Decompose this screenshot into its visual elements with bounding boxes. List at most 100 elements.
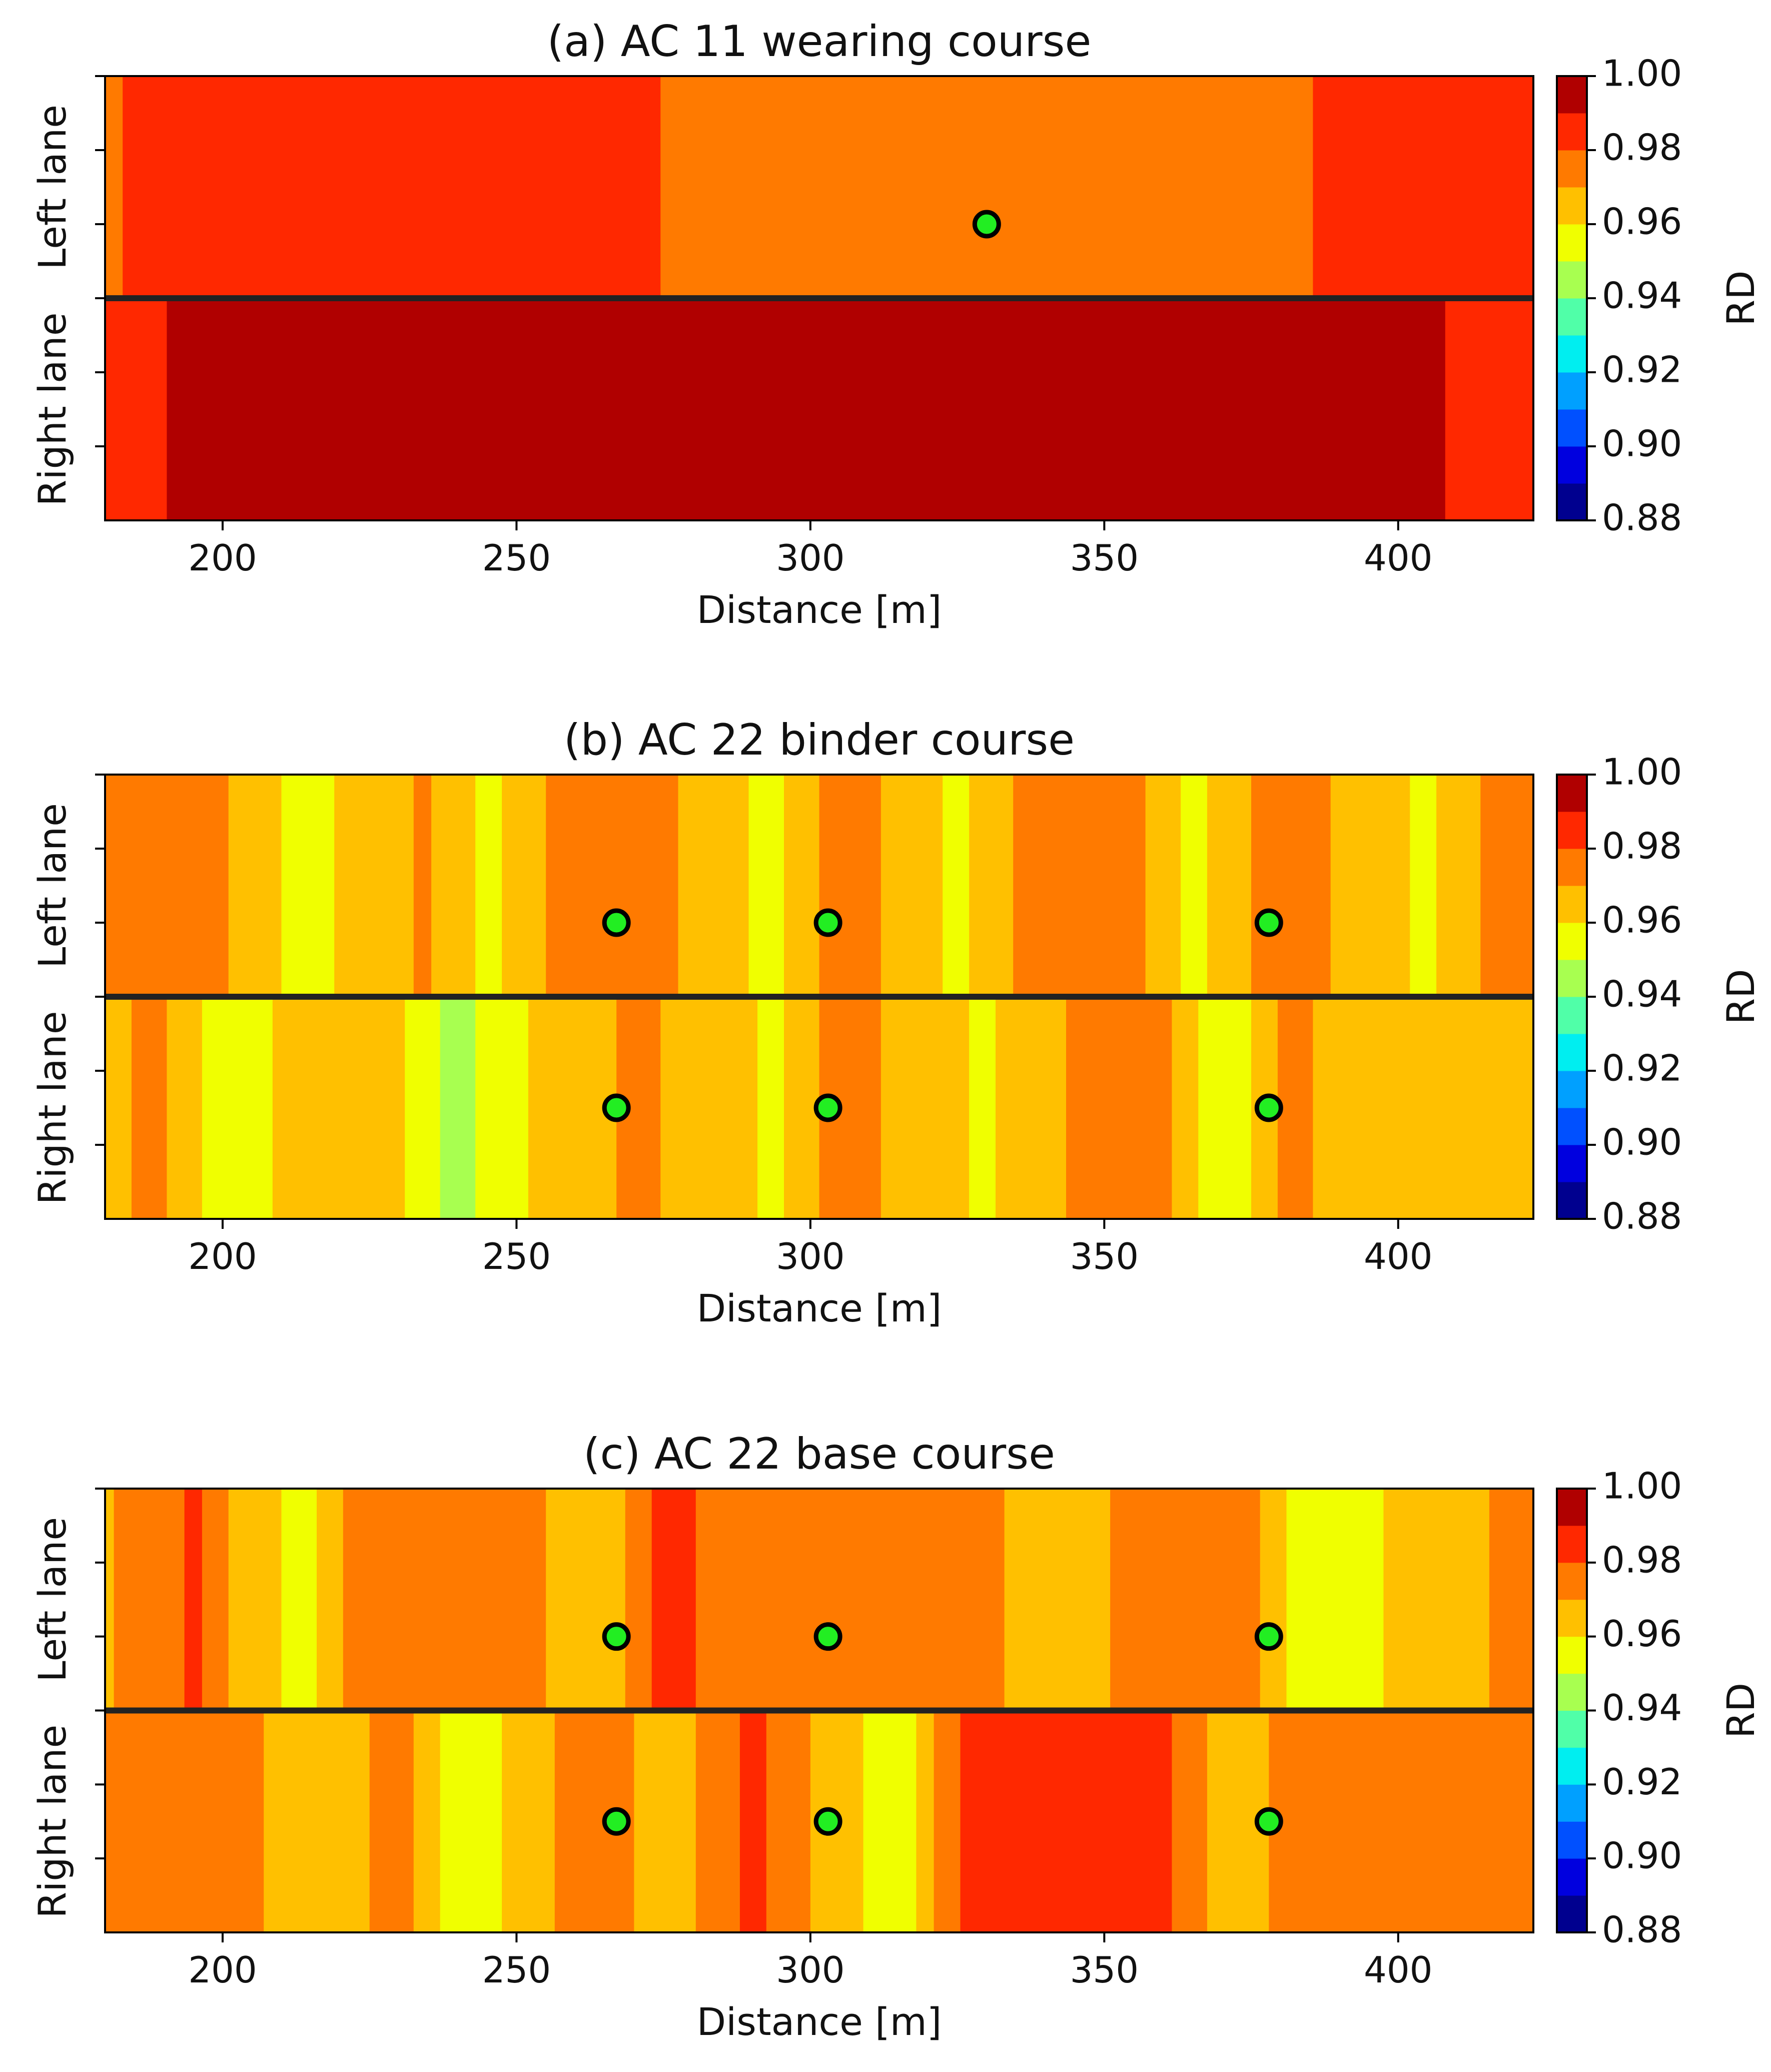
contour-strip	[1339, 775, 1349, 997]
contour-strip	[899, 298, 908, 520]
colorbar-tick-label: 0.98	[1602, 825, 1682, 867]
contour-strip	[934, 76, 943, 298]
contour-strip	[607, 76, 617, 298]
contour-strip	[176, 298, 185, 520]
contour-strip	[1198, 775, 1208, 997]
contour-strip	[228, 1710, 238, 1932]
contour-strip	[308, 775, 317, 997]
contour-strip	[1374, 775, 1384, 997]
contour-field	[105, 1489, 1534, 1932]
contour-strip	[1145, 997, 1155, 1219]
colorbar-swatch	[1557, 298, 1587, 336]
contour-strip	[899, 997, 908, 1219]
contour-strip	[748, 1489, 758, 1711]
contour-strip	[281, 1489, 291, 1711]
contour-strip	[775, 1710, 784, 1932]
contour-strip	[784, 76, 793, 298]
contour-strip	[880, 997, 891, 1219]
contour-strip	[493, 775, 502, 997]
colorbar-swatch	[1557, 335, 1587, 373]
contour-strip	[1454, 76, 1463, 298]
contour-strip	[519, 298, 529, 520]
x-tick-label: 300	[776, 1949, 844, 1991]
contour-strip	[537, 1489, 546, 1711]
contour-strip	[951, 1710, 961, 1932]
contour-strip	[1092, 775, 1102, 997]
contour-strip	[590, 1710, 599, 1932]
contour-strip	[934, 1710, 943, 1932]
contour-strip	[1154, 298, 1164, 520]
contour-strip	[1048, 1710, 1058, 1932]
contour-strip	[1366, 1489, 1375, 1711]
contour-strip	[1322, 997, 1331, 1219]
contour-strip	[1463, 775, 1472, 997]
contour-strip	[1242, 1710, 1252, 1932]
contour-strip	[440, 775, 450, 997]
contour-strip	[246, 1489, 256, 1711]
contour-strip	[334, 298, 344, 520]
contour-strip	[678, 1710, 687, 1932]
contour-strip	[1454, 775, 1463, 997]
contour-strip	[695, 997, 705, 1219]
contour-strip	[131, 1710, 141, 1932]
contour-strip	[352, 1489, 361, 1711]
core-sample-point	[813, 1093, 842, 1122]
contour-strip	[713, 1489, 723, 1711]
contour-strip	[1048, 997, 1058, 1219]
contour-strip	[1410, 76, 1419, 298]
colorbar-tick-label: 0.94	[1602, 275, 1682, 317]
contour-strip	[1181, 775, 1190, 997]
contour-strip	[140, 997, 150, 1219]
contour-strip	[193, 997, 203, 1219]
contour-strip	[1269, 1489, 1278, 1711]
contour-strip	[1048, 76, 1058, 298]
contour-strip	[123, 775, 132, 997]
contour-strip	[1436, 76, 1446, 298]
contour-strip	[695, 1710, 705, 1932]
contour-strip	[264, 997, 273, 1219]
contour-strip	[880, 298, 891, 520]
colorbar-tick-label: 0.94	[1602, 1687, 1682, 1729]
contour-strip	[1189, 997, 1199, 1219]
contour-strip	[1498, 775, 1507, 997]
x-tick-label: 250	[482, 537, 551, 579]
contour-strip	[1524, 76, 1534, 298]
contour-strip	[396, 76, 405, 298]
contour-strip	[792, 298, 802, 520]
contour-strip	[1322, 76, 1331, 298]
contour-strip	[766, 997, 776, 1219]
contour-strip	[1119, 298, 1129, 520]
contour-strip	[528, 1489, 538, 1711]
contour-strip	[1136, 1710, 1146, 1932]
contour-strip	[616, 298, 626, 520]
contour-strip	[1198, 1710, 1208, 1932]
contour-strip	[880, 76, 891, 298]
contour-strip	[960, 1489, 970, 1711]
contour-strip	[413, 775, 423, 997]
contour-strip	[1216, 298, 1225, 520]
contour-strip	[872, 775, 881, 997]
contour-strip	[1075, 298, 1084, 520]
contour-strip	[766, 298, 776, 520]
contour-strip	[228, 997, 238, 1219]
contour-strip	[158, 1710, 168, 1932]
contour-strip	[466, 1710, 476, 1932]
contour-strip	[264, 1489, 273, 1711]
contour-strip	[123, 76, 132, 298]
contour-strip	[184, 775, 194, 997]
colorbar-label: RD	[1718, 969, 1763, 1024]
contour-strip	[325, 76, 335, 298]
contour-strip	[1489, 298, 1499, 520]
contour-strip	[1163, 298, 1173, 520]
contour-strip	[598, 775, 608, 997]
colorbar-swatch	[1557, 1071, 1587, 1108]
contour-strip	[1313, 1489, 1322, 1711]
contour-strip	[951, 775, 961, 997]
contour-strip	[519, 997, 529, 1219]
contour-strip	[969, 1710, 979, 1932]
contour-strip	[1401, 1710, 1410, 1932]
contour-strip	[1383, 775, 1393, 997]
contour-strip	[422, 76, 432, 298]
contour-strip	[510, 775, 520, 997]
contour-strip	[572, 1710, 582, 1932]
